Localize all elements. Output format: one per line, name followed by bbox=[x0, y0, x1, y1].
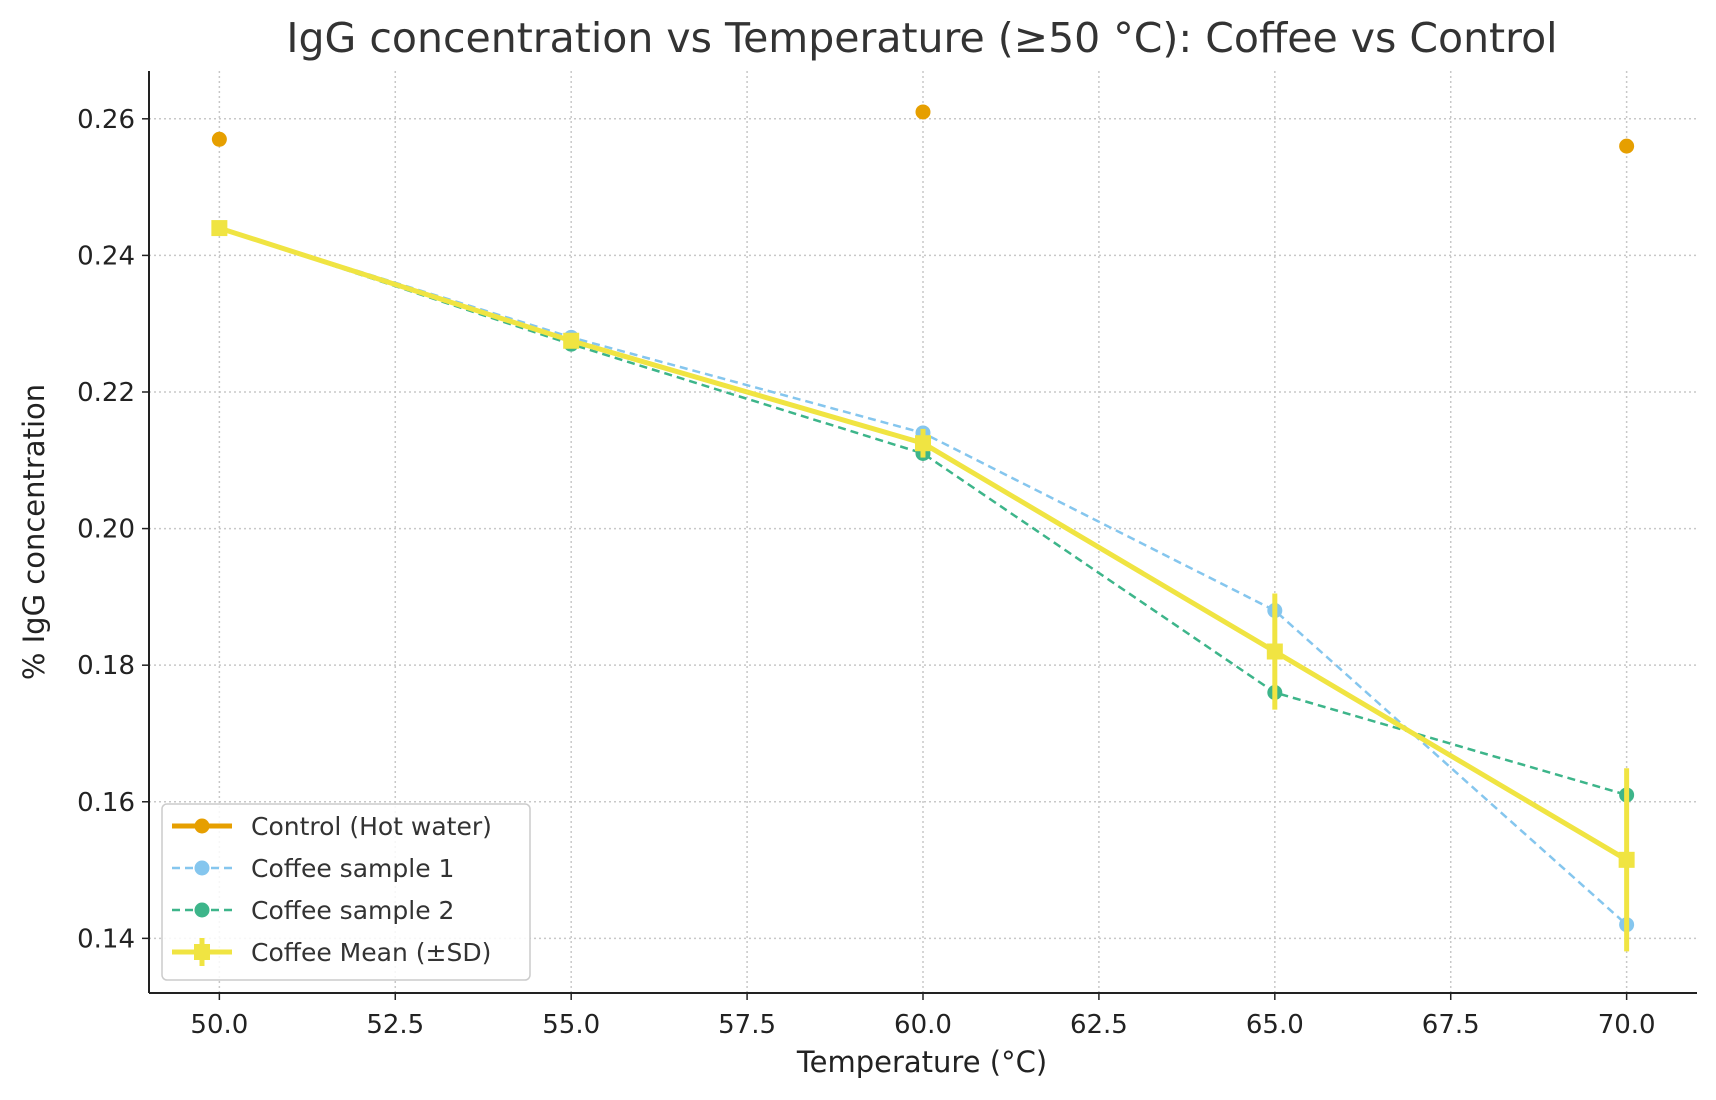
data-point bbox=[915, 104, 931, 120]
x-tick-label: 57.5 bbox=[718, 1010, 776, 1040]
series-layer bbox=[211, 104, 1635, 952]
data-point bbox=[1619, 138, 1635, 154]
data-point bbox=[915, 435, 931, 452]
x-tick-label: 70.0 bbox=[1598, 1010, 1656, 1040]
x-axis-ticks: 50.0 52.5 55.0 57.5 60.0 62.5 65.0 67.5 70.0 bbox=[190, 993, 1656, 1040]
legend-label: Coffee sample 2 bbox=[251, 896, 454, 925]
y-axis-label: % IgG concentration bbox=[17, 384, 51, 680]
legend: Control (Hot water) Coffee sample 1 Coffee… bbox=[161, 803, 531, 981]
y-tick-label: 0.20 bbox=[77, 515, 135, 545]
legend-label: Coffee sample 1 bbox=[251, 854, 454, 883]
x-axis-label: Temperature (°C) bbox=[796, 1045, 1047, 1079]
legend-marker bbox=[194, 944, 210, 960]
legend-item: Control (Hot water) bbox=[172, 812, 492, 841]
legend-label: Coffee Mean (±SD) bbox=[251, 938, 491, 967]
data-point bbox=[563, 332, 580, 349]
y-tick-label: 0.24 bbox=[77, 241, 135, 271]
x-tick-label: 50.0 bbox=[190, 1010, 248, 1040]
y-axis-ticks: 0.14 0.16 0.18 0.20 0.22 0.24 0.26 bbox=[77, 105, 149, 954]
y-tick-label: 0.22 bbox=[77, 378, 135, 408]
x-tick-label: 52.5 bbox=[366, 1010, 424, 1040]
legend-marker bbox=[194, 902, 210, 918]
data-point bbox=[1266, 643, 1283, 660]
series-control-hot-water bbox=[211, 104, 1635, 154]
y-tick-label: 0.26 bbox=[77, 105, 135, 135]
y-tick-label: 0.18 bbox=[77, 651, 135, 681]
y-tick-label: 0.16 bbox=[77, 788, 135, 818]
legend-item: Coffee sample 1 bbox=[172, 854, 454, 883]
legend-label: Control (Hot water) bbox=[251, 812, 492, 841]
y-tick-label: 0.14 bbox=[77, 924, 135, 954]
legend-marker bbox=[194, 860, 210, 876]
legend-box bbox=[161, 803, 531, 981]
legend-item: Coffee sample 2 bbox=[172, 896, 454, 925]
x-tick-label: 60.0 bbox=[894, 1010, 952, 1040]
x-tick-label: 65.0 bbox=[1246, 1010, 1304, 1040]
x-tick-label: 67.5 bbox=[1422, 1010, 1480, 1040]
legend-marker bbox=[194, 818, 210, 834]
x-tick-label: 62.5 bbox=[1070, 1010, 1128, 1040]
grid bbox=[149, 71, 1697, 993]
x-tick-label: 55.0 bbox=[542, 1010, 600, 1040]
legend-item: Coffee Mean (±SD) bbox=[172, 938, 491, 967]
data-point bbox=[1618, 851, 1635, 868]
data-point bbox=[211, 131, 227, 147]
data-point bbox=[211, 220, 228, 237]
chart-title: IgG concentration vs Temperature (≥50 °C… bbox=[286, 14, 1557, 62]
series-coffee-mean-sd bbox=[211, 220, 1635, 952]
